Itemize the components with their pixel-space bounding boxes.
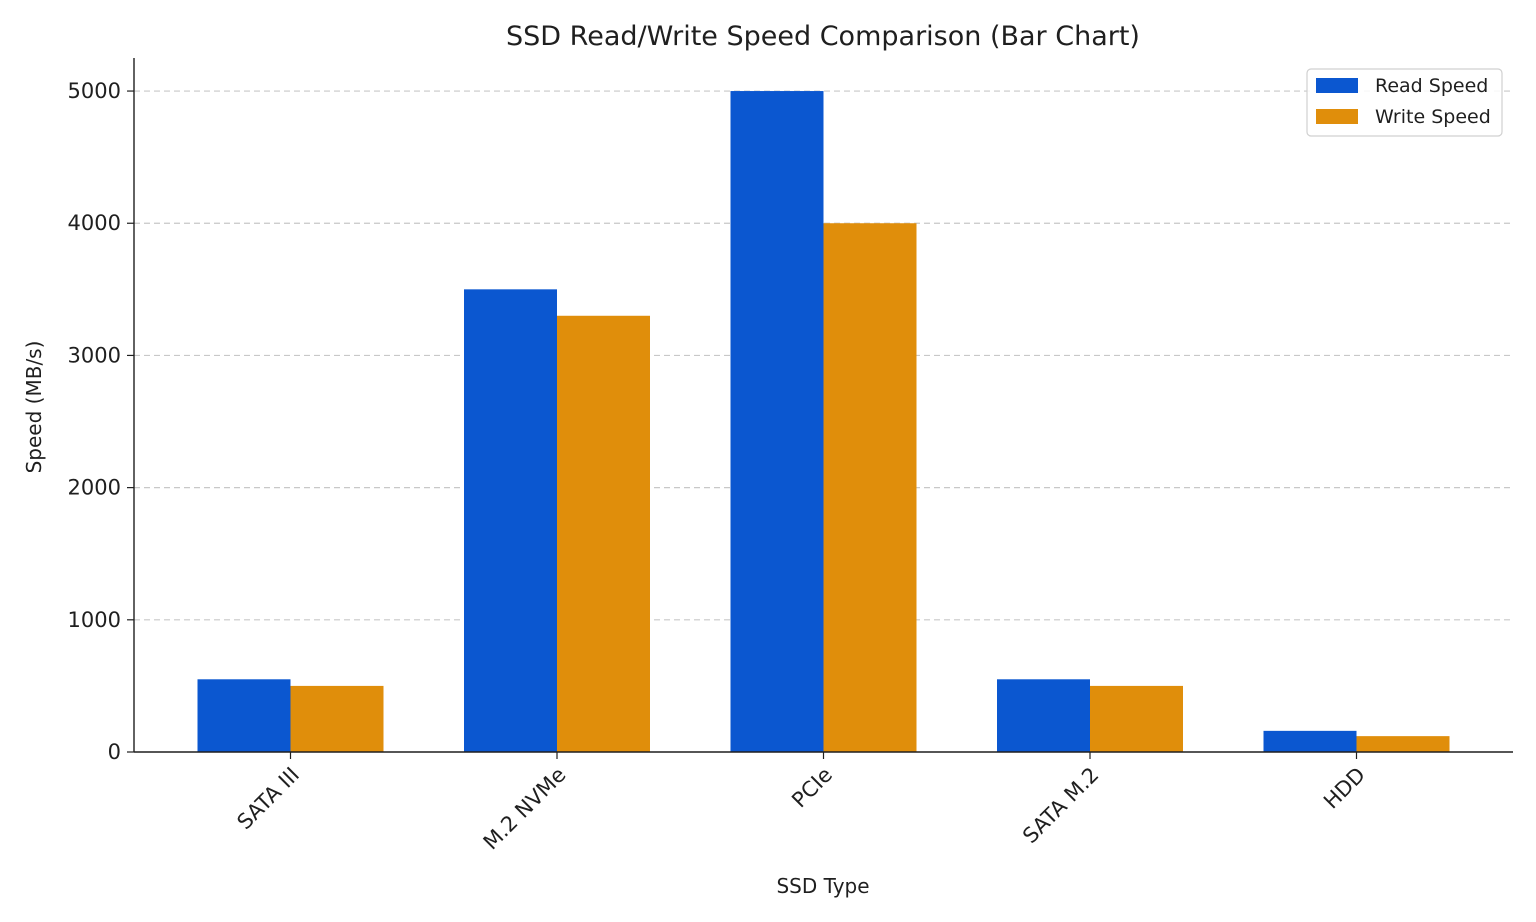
x-tick-label-sata-m-2: SATA M.2 — [1018, 763, 1103, 848]
legend-swatch-write-speed — [1316, 109, 1358, 124]
y-axis-label: Speed (MB/s) — [22, 341, 46, 474]
x-tick-label-m-2-nvme: M.2 NVMe — [479, 763, 571, 855]
x-tick-label-sata-iii: SATA III — [232, 763, 304, 835]
bar-write-speed-hdd — [1356, 736, 1450, 752]
y-tick-label-1000: 1000 — [68, 608, 121, 632]
bar-write-speed-pcie — [823, 223, 917, 752]
bar-write-speed-sata-m-2 — [1090, 685, 1183, 752]
y-axis-ticks: 0 1000 2000 3000 4000 5000 — [68, 79, 134, 764]
bar-write-speed-sata-iii — [290, 685, 384, 752]
chart-title: SSD Read/Write Speed Comparison (Bar Cha… — [506, 21, 1140, 52]
bar-read-speed-sata-m-2 — [997, 679, 1090, 752]
y-tick-label-2000: 2000 — [68, 476, 121, 500]
x-axis-label: SSD Type — [776, 874, 869, 898]
legend-label-write-speed: Write Speed — [1375, 106, 1491, 128]
bars — [197, 91, 1450, 753]
x-axis-ticks: SATA III M.2 NVMe PCIe SATA M.2 HDD — [232, 752, 1370, 854]
bar-write-speed-m-2-nvme — [557, 315, 650, 752]
bar-read-speed-m-2-nvme — [464, 289, 557, 752]
y-tick-label-4000: 4000 — [68, 211, 121, 235]
y-tick-label-0: 0 — [108, 740, 121, 764]
bar-read-speed-pcie — [730, 91, 824, 753]
bar-read-speed-sata-iii — [197, 679, 291, 752]
x-tick-label-pcie: PCIe — [787, 763, 837, 813]
bar-read-speed-hdd — [1263, 730, 1357, 752]
legend-label-read-speed: Read Speed — [1375, 75, 1488, 97]
x-tick-label-hdd: HDD — [1319, 763, 1370, 814]
y-tick-label-3000: 3000 — [68, 343, 121, 367]
y-tick-label-5000: 5000 — [68, 79, 121, 103]
legend-swatch-read-speed — [1316, 78, 1358, 93]
legend: Read Speed Write Speed — [1306, 68, 1503, 137]
